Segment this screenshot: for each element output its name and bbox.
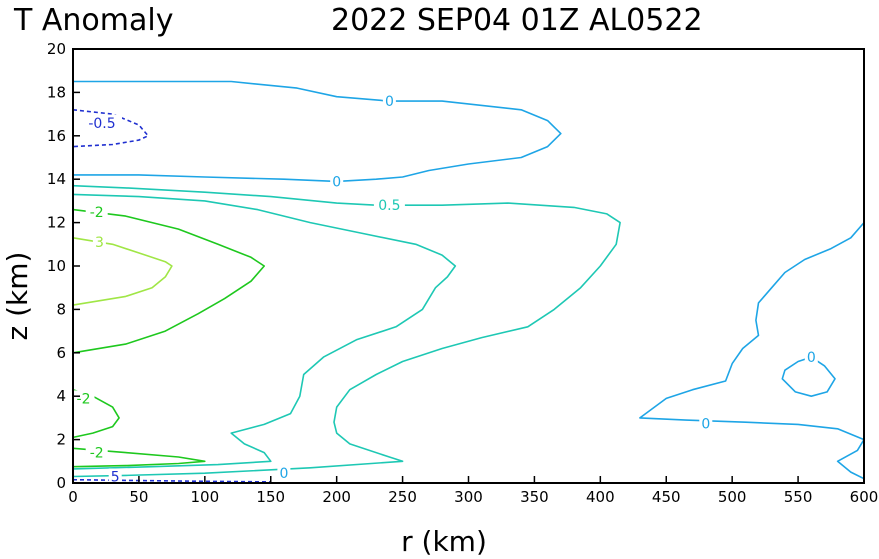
contour-label-2: 0.5	[378, 198, 400, 214]
x-tick-label-0: 0	[68, 488, 78, 506]
y-tick-label-20: 20	[47, 40, 66, 58]
contour-label-bg-3	[804, 349, 818, 366]
contour-label-bg-1	[330, 173, 344, 190]
contour-label-7: -2	[90, 205, 104, 221]
y-tick-label-18: 18	[47, 83, 66, 101]
x-tick-label-100: 100	[191, 488, 220, 506]
contour-line-0	[73, 80, 562, 183]
contour-line-9	[639, 222, 865, 480]
x-tick-label-200: 200	[322, 488, 351, 506]
x-tick-label-150: 150	[256, 488, 285, 506]
contour-label-bg-9	[72, 390, 95, 407]
contour-label-bg-6	[82, 114, 122, 131]
contour-label-bg-7	[85, 203, 108, 220]
contour-label-bg-10	[85, 444, 108, 461]
contour-label-5: 0	[279, 466, 288, 482]
y-tick-label-6: 6	[56, 344, 66, 362]
contour-label-3: 0	[807, 350, 816, 366]
contour-label-bg-0	[382, 93, 396, 110]
y-tick-label-4: 4	[56, 387, 66, 405]
contour-label-4: 0	[701, 416, 710, 432]
contour-line-3	[72, 208, 265, 354]
x-tick-label-450: 450	[652, 488, 681, 506]
contour-line-2	[72, 193, 457, 470]
contour-line-5	[72, 447, 206, 468]
x-axis-label: r (km)	[401, 525, 487, 558]
y-tick-label-0: 0	[56, 474, 66, 492]
y-tick-label-10: 10	[47, 257, 66, 275]
chart-title-left: T Anomaly	[13, 3, 173, 38]
contour-line-7	[72, 109, 149, 148]
plot-area: 0 0 0.5 0 0 0 -0.5 -2 3 -2 -2 5	[72, 80, 865, 486]
chart-title-right: 2022 SEP04 01Z AL0522	[331, 3, 703, 38]
y-tick-label-2: 2	[56, 431, 66, 449]
y-tick-label-12: 12	[47, 214, 66, 232]
x-tick-label-500: 500	[718, 488, 747, 506]
contour-line-10	[781, 356, 836, 397]
y-axis-label: z (km)	[1, 252, 34, 341]
contour-line-8	[72, 478, 271, 483]
y-axis: 0 2 4 6 8 10 12 14 16 18 20	[47, 40, 80, 492]
x-tick-label-250: 250	[388, 488, 417, 506]
plot-frame	[72, 48, 865, 484]
contour-label-bg-8	[92, 234, 106, 251]
contour-label-bg-4	[699, 415, 713, 432]
x-tick-label-400: 400	[586, 488, 615, 506]
x-tick-label-550: 550	[784, 488, 813, 506]
x-tick-label-300: 300	[454, 488, 483, 506]
y-tick-label-14: 14	[47, 170, 66, 188]
contour-label-1: 0	[332, 174, 341, 190]
contour-label-8: 3	[95, 235, 104, 251]
contour-label-0: 0	[385, 94, 394, 110]
contour-label-bg-11	[108, 468, 122, 485]
contour-label-bg-5	[277, 465, 291, 482]
contour-label-9: -2	[77, 391, 91, 407]
x-tick-label-600: 600	[850, 488, 879, 506]
y-tick-label-8: 8	[56, 300, 66, 318]
y-tick-label-16: 16	[47, 127, 66, 145]
contour-label-bg-2	[373, 197, 405, 214]
contour-label-10: -2	[90, 446, 104, 462]
x-tick-label-50: 50	[129, 488, 148, 506]
contour-line-6	[72, 237, 173, 306]
x-axis: 0 50 100 150 200 250 300 350 400 450 500 550 600	[68, 476, 878, 506]
contour-label-6: -0.5	[88, 116, 115, 132]
x-tick-label-350: 350	[520, 488, 549, 506]
contour-label-11: 5	[111, 470, 120, 486]
